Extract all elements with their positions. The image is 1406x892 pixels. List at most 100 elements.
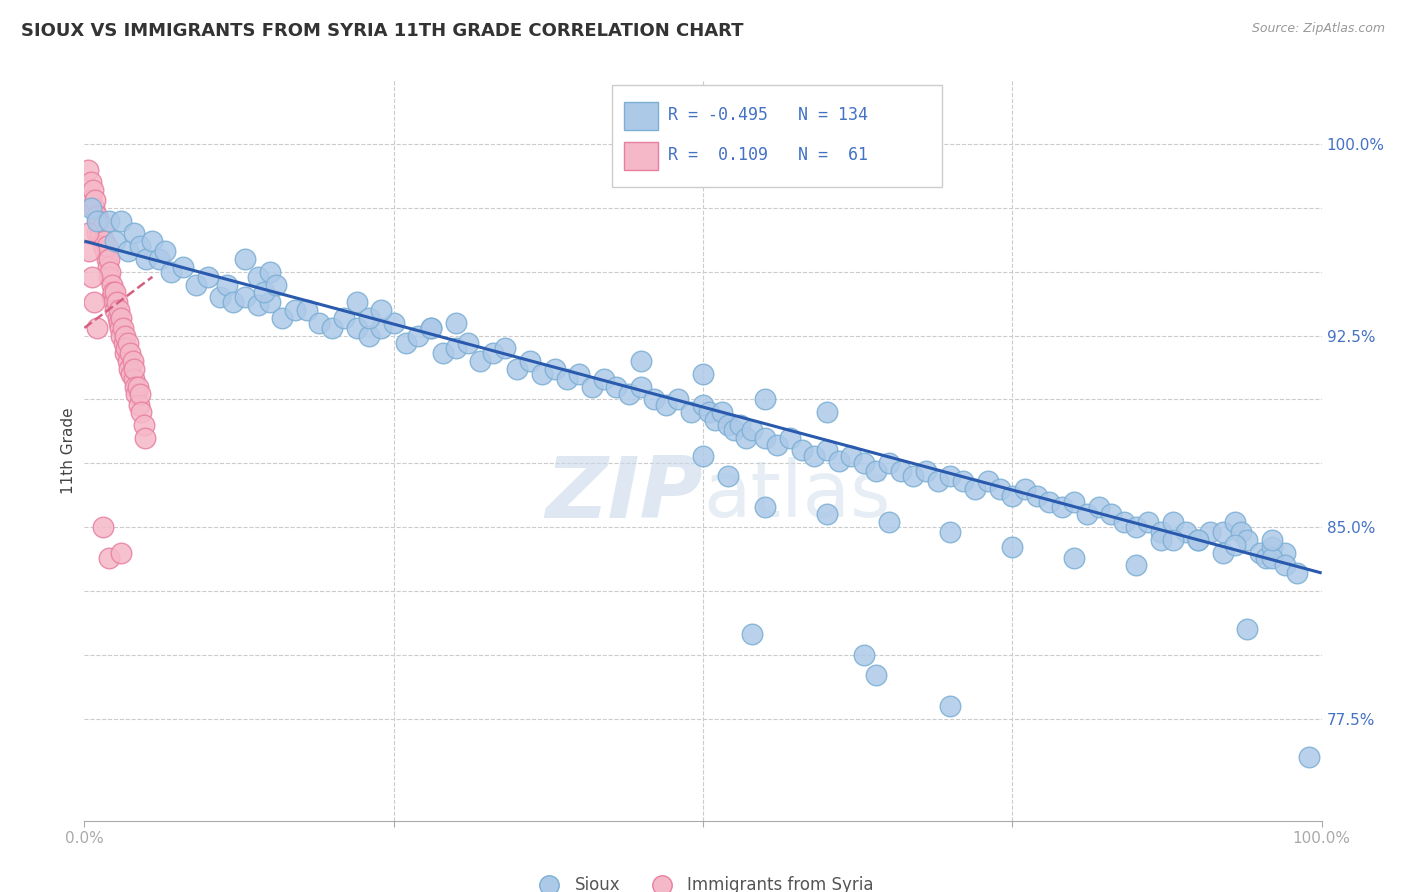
Point bbox=[988, 482, 1011, 496]
Point bbox=[108, 303, 131, 318]
Point bbox=[852, 648, 875, 662]
Point bbox=[581, 379, 603, 393]
Point bbox=[1001, 541, 1024, 555]
Point bbox=[457, 336, 479, 351]
Point bbox=[1223, 515, 1246, 529]
Point bbox=[419, 321, 441, 335]
Point bbox=[333, 310, 356, 325]
Point bbox=[89, 227, 111, 241]
Point bbox=[1236, 533, 1258, 547]
Point bbox=[568, 367, 591, 381]
Point bbox=[346, 295, 368, 310]
Point bbox=[939, 525, 962, 540]
Text: ZIP: ZIP bbox=[546, 453, 703, 536]
Point bbox=[976, 474, 998, 488]
Point bbox=[96, 252, 118, 266]
Point bbox=[815, 443, 838, 458]
Point bbox=[890, 464, 912, 478]
Point bbox=[117, 354, 139, 368]
Point bbox=[98, 269, 121, 284]
Point bbox=[630, 379, 652, 393]
Point bbox=[1112, 515, 1135, 529]
Point bbox=[1254, 550, 1277, 565]
Point bbox=[77, 162, 100, 177]
Point bbox=[128, 397, 150, 411]
Point bbox=[321, 321, 343, 335]
Y-axis label: 11th Grade: 11th Grade bbox=[60, 407, 76, 494]
Point bbox=[1150, 533, 1173, 547]
Point bbox=[1137, 515, 1160, 529]
Point bbox=[308, 316, 330, 330]
Point bbox=[444, 342, 467, 356]
Point bbox=[79, 244, 101, 259]
Point bbox=[1212, 525, 1234, 540]
Point bbox=[209, 290, 232, 304]
Legend: Sioux, Immigrants from Syria: Sioux, Immigrants from Syria bbox=[526, 870, 880, 892]
Point bbox=[104, 303, 127, 318]
Text: Source: ZipAtlas.com: Source: ZipAtlas.com bbox=[1251, 22, 1385, 36]
Point bbox=[382, 316, 405, 330]
Point bbox=[86, 321, 108, 335]
Point bbox=[1212, 545, 1234, 559]
Point bbox=[865, 464, 887, 478]
Point bbox=[121, 354, 143, 368]
Point bbox=[117, 244, 139, 259]
Point bbox=[1187, 533, 1209, 547]
Point bbox=[927, 474, 949, 488]
Point bbox=[1150, 525, 1173, 540]
Point bbox=[114, 346, 136, 360]
Point bbox=[1199, 525, 1222, 540]
Point bbox=[395, 336, 418, 351]
Point bbox=[519, 354, 541, 368]
Point bbox=[111, 321, 134, 335]
Point bbox=[865, 668, 887, 682]
Point bbox=[91, 520, 114, 534]
Point bbox=[100, 290, 122, 304]
Point bbox=[103, 295, 125, 310]
Point bbox=[122, 227, 145, 241]
Point bbox=[1298, 749, 1320, 764]
Point bbox=[1261, 541, 1284, 555]
Text: atlas: atlas bbox=[703, 457, 890, 533]
Point bbox=[543, 361, 565, 376]
Point bbox=[965, 482, 987, 496]
Point bbox=[754, 431, 776, 445]
Point bbox=[112, 336, 135, 351]
Point bbox=[259, 295, 281, 310]
Point bbox=[903, 469, 925, 483]
Point bbox=[184, 277, 207, 292]
Point bbox=[253, 285, 276, 300]
Point bbox=[153, 244, 176, 259]
Point bbox=[82, 183, 104, 197]
Point bbox=[1187, 533, 1209, 547]
Point bbox=[108, 316, 131, 330]
Text: R = -0.495   N = 134: R = -0.495 N = 134 bbox=[668, 106, 868, 124]
Point bbox=[952, 474, 974, 488]
Point bbox=[370, 303, 392, 318]
Point bbox=[98, 252, 121, 266]
Point bbox=[129, 239, 152, 253]
Point bbox=[129, 405, 152, 419]
Point bbox=[114, 328, 136, 343]
Point bbox=[815, 508, 838, 522]
Point bbox=[98, 265, 121, 279]
Point bbox=[110, 213, 132, 227]
Point bbox=[124, 379, 146, 393]
Point bbox=[93, 234, 115, 248]
Point bbox=[222, 295, 245, 310]
Point bbox=[370, 321, 392, 335]
Point bbox=[94, 244, 117, 259]
Point bbox=[1014, 482, 1036, 496]
Point bbox=[110, 321, 132, 335]
Point bbox=[939, 469, 962, 483]
Point bbox=[741, 423, 763, 437]
Point bbox=[679, 405, 702, 419]
Point bbox=[110, 328, 132, 343]
Point bbox=[593, 372, 616, 386]
Point bbox=[135, 252, 157, 266]
Point bbox=[79, 175, 101, 189]
Point bbox=[118, 361, 141, 376]
Point bbox=[1174, 525, 1197, 540]
Point bbox=[271, 310, 294, 325]
Point bbox=[877, 456, 900, 470]
